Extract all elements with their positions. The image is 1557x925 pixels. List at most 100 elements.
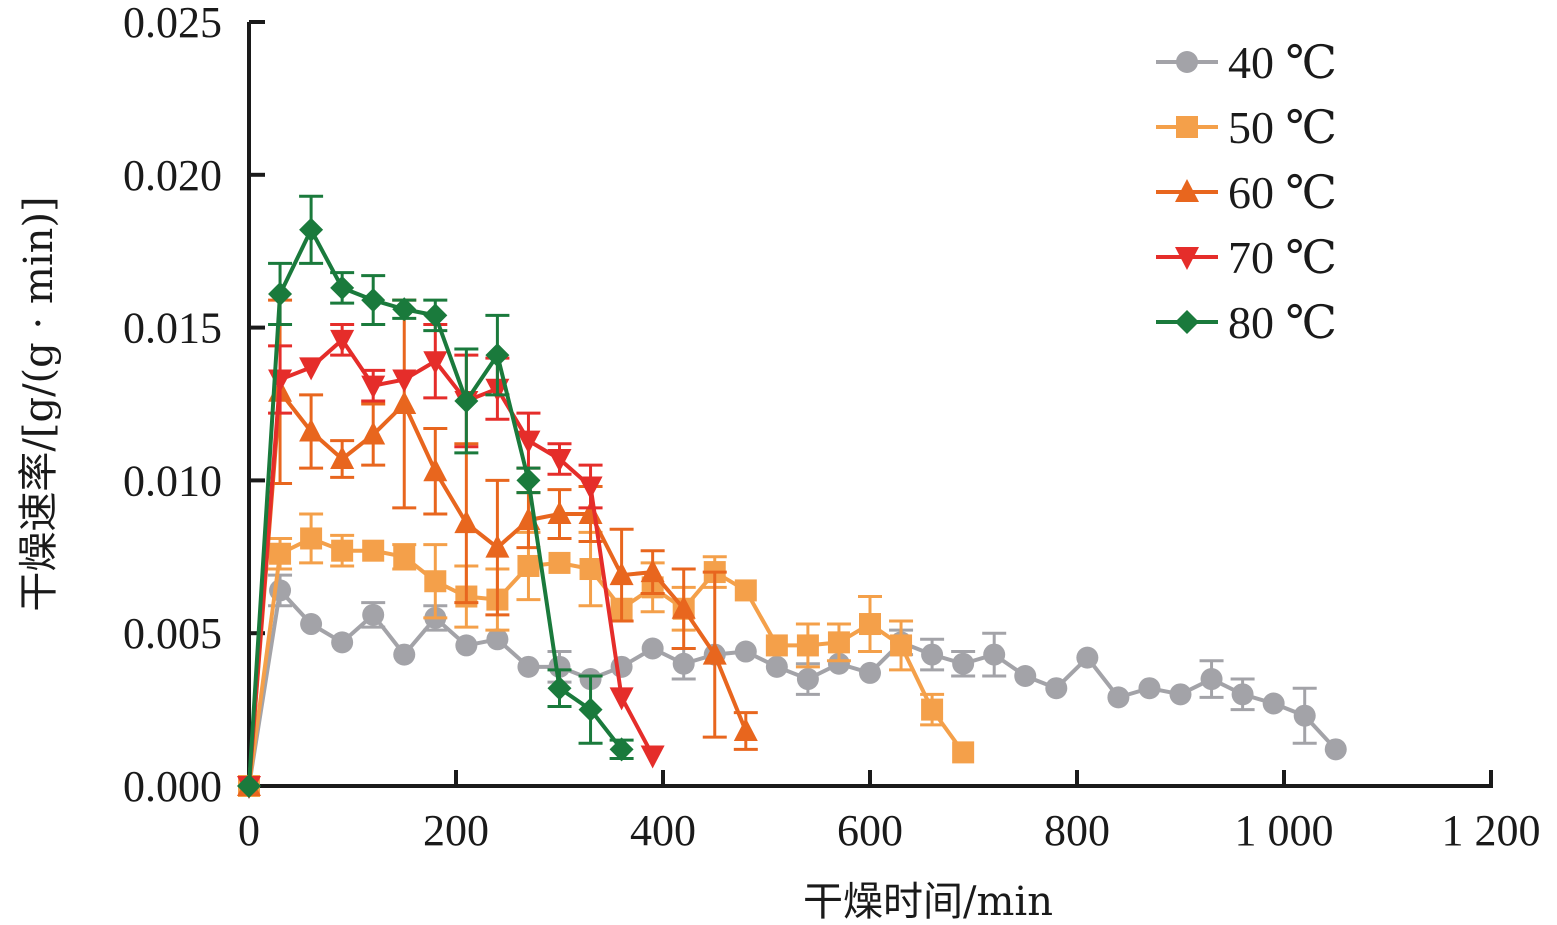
data-point	[485, 534, 510, 558]
data-point	[547, 501, 572, 525]
data-point	[578, 697, 603, 722]
data-point	[734, 640, 757, 663]
data-point	[547, 449, 572, 473]
data-point	[516, 468, 541, 493]
data-point	[517, 554, 540, 577]
data-point	[392, 369, 417, 393]
data-point	[361, 375, 386, 399]
legend-item: 40 ℃	[1156, 37, 1337, 88]
data-point	[609, 737, 634, 762]
data-point	[393, 545, 416, 568]
y-tick-label: 0.000	[123, 762, 222, 811]
data-point	[299, 418, 324, 442]
legend: 40 ℃ 50 ℃ 60 ℃ 70 ℃ 80 ℃	[1156, 37, 1337, 348]
data-point	[890, 634, 913, 657]
data-point	[331, 631, 354, 654]
data-point	[640, 745, 665, 769]
data-point	[361, 421, 386, 445]
data-point	[423, 303, 448, 328]
x-tick-label: 600	[837, 806, 903, 855]
data-point	[454, 388, 479, 413]
data-point	[300, 527, 323, 550]
data-point	[1014, 664, 1037, 687]
data-point	[640, 559, 665, 583]
data-point	[517, 655, 540, 678]
data-point	[392, 297, 417, 322]
data-point	[1200, 668, 1223, 691]
x-ticks: 0 200 400 600 800 1 000 1 200	[238, 770, 1541, 855]
y-tick-label: 0.025	[123, 0, 222, 47]
legend-marker	[1175, 247, 1199, 270]
legend-label: 70 ℃	[1228, 232, 1337, 283]
data-point	[362, 539, 385, 562]
data-point	[423, 351, 448, 375]
legend-marker	[1175, 179, 1199, 202]
data-point	[983, 643, 1006, 666]
data-point	[734, 579, 757, 602]
x-axis-title: 干燥时间/min	[803, 879, 1053, 925]
data-point	[268, 281, 293, 306]
series-layer	[237, 194, 1347, 799]
data-point	[1169, 683, 1192, 706]
data-point	[424, 570, 447, 593]
data-point	[330, 275, 355, 300]
data-point	[485, 343, 510, 368]
data-point	[827, 652, 850, 675]
data-point	[733, 717, 758, 741]
data-point	[268, 369, 293, 393]
legend-item: 80 ℃	[1156, 297, 1337, 348]
legend-item: 60 ℃	[1156, 167, 1337, 218]
data-point	[1231, 683, 1254, 706]
data-point	[1324, 738, 1347, 761]
data-point	[859, 613, 881, 636]
data-point	[921, 698, 944, 721]
x-tick-label: 1 000	[1235, 806, 1334, 855]
data-point	[796, 668, 819, 691]
data-point	[765, 634, 788, 657]
x-tick-label: 800	[1044, 806, 1110, 855]
data-point	[1107, 686, 1130, 709]
data-point	[859, 661, 881, 684]
legend-label: 40 ℃	[1228, 37, 1337, 88]
legend-marker	[1176, 116, 1198, 138]
data-point	[330, 329, 355, 353]
data-point	[237, 774, 261, 798]
y-tick-label: 0.015	[123, 304, 222, 353]
data-point	[516, 430, 541, 454]
y-axis-title: 干燥速率/[g/(g · min)]	[16, 196, 62, 611]
data-point	[486, 628, 509, 651]
data-point	[1262, 692, 1285, 715]
data-point	[765, 655, 788, 678]
series-line	[247, 536, 965, 787]
data-point	[454, 510, 479, 534]
data-point	[361, 288, 386, 313]
series-triangle-up-2	[237, 298, 758, 796]
legend-label: 80 ℃	[1228, 297, 1337, 348]
series-circle-0	[238, 573, 1347, 797]
data-point	[1045, 677, 1068, 700]
data-point	[579, 558, 602, 581]
data-point	[1138, 677, 1161, 700]
data-point	[702, 641, 727, 665]
x-tick-label: 200	[423, 806, 489, 855]
data-point	[952, 652, 975, 675]
data-point	[641, 637, 664, 660]
data-point	[423, 458, 448, 482]
data-point	[393, 643, 416, 666]
data-point	[610, 655, 633, 678]
legend-item: 50 ℃	[1156, 102, 1337, 153]
x-tick-label: 400	[630, 806, 696, 855]
data-point	[921, 643, 944, 666]
data-point	[609, 687, 634, 711]
data-point	[1293, 704, 1316, 727]
y-tick-label: 0.005	[123, 609, 222, 658]
data-point	[330, 446, 355, 470]
data-point	[1076, 646, 1099, 669]
data-point	[672, 652, 695, 675]
data-point	[548, 551, 571, 574]
data-point	[827, 631, 850, 654]
data-point	[796, 634, 819, 657]
legend-label: 60 ℃	[1228, 167, 1337, 218]
data-point	[609, 562, 634, 586]
